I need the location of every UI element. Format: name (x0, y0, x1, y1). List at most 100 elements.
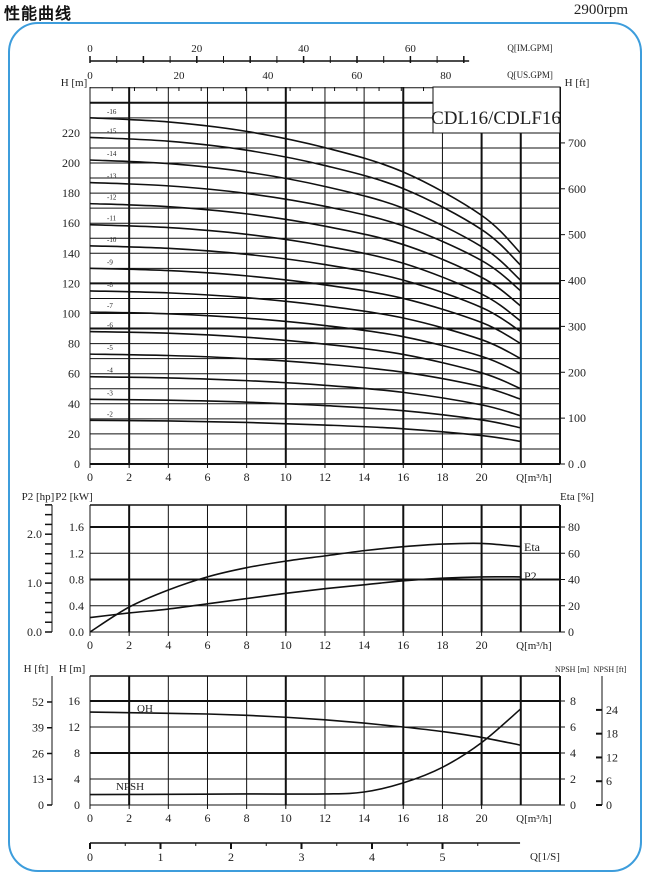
page-title: 性能曲线 (4, 4, 73, 23)
x-tick-label: 2 (126, 811, 132, 825)
stage-curve (89, 353, 522, 401)
hp-tick-label: 2.0 (27, 527, 42, 541)
npsh-ft-tick-label: 18 (606, 727, 618, 741)
y2-tick-label: 200 (568, 365, 586, 379)
ls-tick-label: 3 (299, 850, 305, 864)
x-tick-label: 16 (397, 811, 409, 825)
y-tick-label: 8 (74, 746, 80, 760)
stage-label: -8 (107, 281, 113, 289)
y-tick-label: 80 (68, 337, 80, 351)
stage-curve (89, 267, 522, 345)
y-axis-label: P2 [kW] (55, 491, 93, 503)
us-gpm-tick-label: 40 (262, 70, 274, 82)
npsh-ft-axis-label: NPSH [ft] (594, 665, 627, 674)
stage-label: -14 (107, 150, 117, 158)
x-tick-label: 18 (436, 470, 448, 484)
stage-curve (89, 375, 521, 417)
stage-curve (89, 202, 522, 307)
chart-frame (8, 22, 642, 872)
eta-curve-label: Eta (524, 540, 541, 554)
npsh-ft-tick-label: 12 (606, 750, 618, 764)
x-tick-label: 20 (476, 811, 488, 825)
y-tick-label: 16 (68, 694, 80, 708)
y-tick-label: 0 (74, 798, 80, 812)
y-tick-label: 120 (62, 276, 80, 290)
npsh-m-tick-label: 8 (570, 694, 576, 708)
stage-label: -7 (107, 302, 113, 310)
x-tick-label: 16 (397, 638, 409, 652)
ft-axis-label: H [ft] (24, 663, 49, 675)
hp-tick-label: 0.0 (27, 625, 42, 639)
stage-label: -16 (107, 108, 117, 116)
model-title: CDL16/CDLF16 (431, 108, 561, 129)
y-tick-label: 1.2 (69, 546, 84, 560)
ft-tick-label: 52 (32, 695, 44, 709)
x-tick-label: 2 (126, 470, 132, 484)
npsh-ft-tick-label: 0 (606, 798, 612, 812)
x-tick-label: 10 (280, 638, 292, 652)
stage-label: -12 (107, 194, 117, 202)
x-tick-label: 10 (280, 811, 292, 825)
y2-tick-label: 20 (568, 599, 580, 613)
y2-axis-label: Eta [%] (560, 491, 594, 503)
x-tick-label: 14 (358, 470, 370, 484)
im-gpm-tick-label: 0 (87, 43, 93, 55)
p2-curve (89, 575, 521, 619)
im-gpm-tick-label: 40 (298, 43, 310, 55)
x-tick-label: 12 (319, 638, 331, 652)
y2-tick-label: 300 (568, 319, 586, 333)
ft-tick-label: 39 (32, 721, 44, 735)
stage-curve (89, 159, 522, 281)
x-tick-label: 4 (165, 638, 171, 652)
stage-label: -4 (107, 367, 113, 375)
stage-label: -3 (107, 389, 113, 397)
y2-tick-label: 80 (568, 520, 580, 534)
eta-curve (89, 542, 521, 633)
us-gpm-tick-label: 60 (351, 70, 363, 82)
model-title-box (432, 86, 561, 134)
npsh-m-axis-label: NPSH [m] (555, 665, 589, 674)
stage-label: -5 (107, 344, 113, 352)
npsh-m-tick-label: 0 (570, 798, 576, 812)
stage-curve (89, 136, 522, 266)
us-gpm-axis-label: Q[US.GPM] (507, 70, 553, 80)
stage-curve (89, 223, 522, 322)
stage-curve (89, 398, 521, 429)
p2-curve-label: P2 (524, 569, 537, 583)
us-gpm-tick-label: 0 (87, 70, 93, 82)
y-axis-label: H [m] (59, 663, 86, 675)
us-gpm-tick-label: 80 (440, 70, 452, 82)
x-tick-label: 6 (204, 470, 210, 484)
x-tick-label: 0 (87, 638, 93, 652)
ls-tick-label: 0 (87, 850, 93, 864)
ft-tick-label: 13 (32, 772, 44, 786)
y2-tick-label: 100 (568, 411, 586, 425)
stage-curve (89, 181, 522, 292)
stage-curve (89, 419, 521, 443)
x-tick-label: 14 (358, 811, 370, 825)
us-gpm-tick-label: 20 (173, 70, 185, 82)
y2-tick-label: 500 (568, 228, 586, 242)
y2-tick-label: 60 (568, 546, 580, 560)
npsh-curve (89, 708, 522, 796)
y-tick-label: 0.8 (69, 573, 84, 587)
x-axis-label: Q[m³/h] (516, 813, 552, 825)
x-tick-label: 12 (319, 811, 331, 825)
hp-tick-label: 1.0 (27, 576, 42, 590)
npsh-ft-tick-label: 24 (606, 703, 618, 717)
im-gpm-axis-label: Q[IM.GPM] (507, 43, 552, 53)
x-tick-label: 20 (476, 638, 488, 652)
ls-tick-label: 1 (158, 850, 164, 864)
stage-curve (89, 117, 522, 254)
y-tick-label: 180 (62, 186, 80, 200)
ls-tick-label: 5 (440, 850, 446, 864)
stage-curve (89, 290, 522, 360)
x-tick-label: 8 (244, 470, 250, 484)
x-tick-label: 6 (204, 638, 210, 652)
y2-axis-label: H [ft] (565, 77, 590, 89)
x-tick-label: 6 (204, 811, 210, 825)
x-tick-label: 2 (126, 638, 132, 652)
speed-label: 2900rpm (573, 2, 628, 18)
npsh-m-tick-label: 4 (570, 746, 576, 760)
